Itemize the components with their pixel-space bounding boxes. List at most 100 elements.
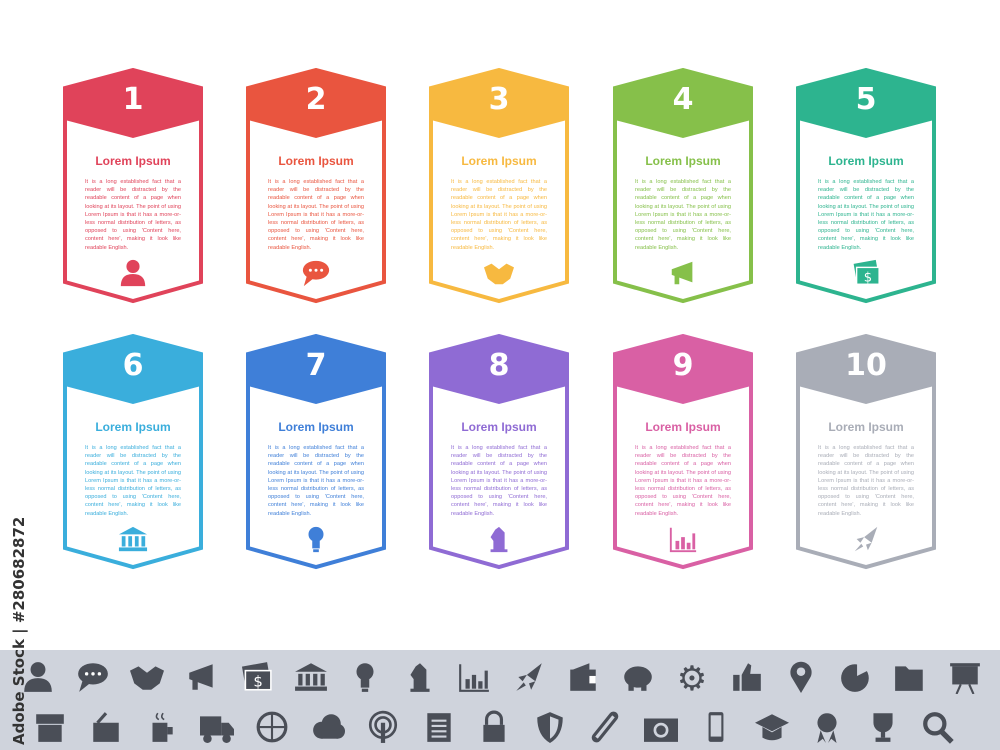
cloud-icon: [312, 714, 345, 739]
icon-bar-item: [918, 710, 958, 746]
step-title: Lorem Ipsum: [645, 420, 721, 434]
step-number: 7: [305, 348, 327, 383]
piggy-bank-icon: [623, 666, 652, 691]
gear-icon: ⚙: [677, 659, 707, 699]
pie-chart-icon: [840, 663, 870, 692]
bank-icon: [118, 526, 148, 552]
icon-bar-item: [141, 710, 181, 746]
folder-icon: [895, 666, 923, 691]
step-card-1: 1 Lorem Ipsum It is a long established f…: [63, 68, 203, 304]
trophy-icon: [872, 713, 893, 742]
broadcast-icon: [368, 710, 398, 743]
step-number: 6: [122, 348, 144, 383]
step-title: Lorem Ipsum: [828, 154, 904, 168]
icon-bar-item: [563, 660, 603, 696]
icon-bar-item: [197, 710, 237, 746]
icon-bar-item: [863, 710, 903, 746]
chat-bubble-icon: [77, 663, 108, 692]
step-number: 1: [122, 82, 144, 117]
step-number: 8: [488, 348, 510, 383]
step-title: Lorem Ipsum: [95, 154, 171, 168]
icon-bar-item: [86, 710, 126, 746]
step-description: It is a long established fact that a rea…: [268, 445, 364, 517]
bar-chart-icon: [459, 664, 489, 692]
step-card-8: 8 Lorem Ipsum It is a long established f…: [429, 334, 569, 570]
step-title: Lorem Ipsum: [278, 154, 354, 168]
rocket-icon: [515, 663, 542, 691]
money-icon: $: [241, 662, 272, 691]
shop-icon: [36, 714, 64, 742]
search-icon: [923, 712, 954, 744]
icon-bar-item: [454, 660, 494, 696]
step-card-2: 2 Lorem Ipsum It is a long established f…: [246, 68, 386, 304]
step-card-6: 6 Lorem Ipsum It is a long established f…: [63, 334, 203, 570]
megaphone-icon: [671, 261, 693, 285]
step-icon: [481, 524, 517, 554]
shield-icon: [536, 712, 563, 743]
wallet-icon: [570, 663, 596, 691]
icon-bar-item: [291, 660, 331, 696]
icon-bar-item: [73, 660, 113, 696]
icon-bar-item: [30, 710, 70, 746]
icon-bar-item: [252, 710, 292, 746]
svg-text:$: $: [864, 270, 872, 285]
chess-knight-icon: [490, 526, 508, 553]
step-icon: [481, 258, 517, 288]
icon-bar-item: [530, 710, 570, 746]
globe-icon: [256, 711, 288, 743]
icon-bar-item: ⚙: [672, 659, 712, 699]
step-description: It is a long established fact that a rea…: [85, 445, 181, 517]
step-title: Lorem Ipsum: [278, 420, 354, 434]
step-icon: [115, 258, 151, 288]
step-description: It is a long established fact that a rea…: [451, 445, 547, 517]
step-icon: [665, 524, 701, 554]
step-icon: [298, 258, 334, 288]
coffee-icon: [152, 712, 173, 742]
chess-knight-icon: [409, 663, 430, 692]
camera-icon: [643, 718, 678, 742]
icon-bar-item: [308, 710, 348, 746]
megaphone-icon: [188, 664, 213, 690]
icon-bar-item: [945, 660, 985, 696]
step-number: 10: [845, 348, 887, 383]
lightbulb-icon: [308, 526, 324, 553]
step-description: It is a long established fact that a rea…: [818, 445, 914, 517]
step-icon: [298, 524, 334, 554]
step-description: It is a long established fact that a rea…: [635, 445, 731, 517]
icon-bar-item: [127, 660, 167, 696]
bank-icon: [294, 663, 327, 691]
icon-bar: $ ⚙: [0, 650, 1000, 750]
icon-bar-item: [696, 710, 736, 746]
step-number: 3: [488, 82, 510, 117]
bar-chart-icon: [669, 527, 697, 553]
graduation-cap-icon: [754, 714, 789, 741]
money-icon: $: [853, 259, 880, 285]
icon-bar-item: [18, 660, 58, 696]
basket-icon: [92, 712, 119, 742]
step-number: 9: [672, 348, 694, 383]
icon-bar-item: [781, 660, 821, 696]
step-card-9: 9 Lorem Ipsum It is a long established f…: [613, 334, 753, 570]
step-card-3: 3 Lorem Ipsum It is a long established f…: [429, 68, 569, 304]
icon-bar-item: [618, 660, 658, 696]
person-icon: [120, 259, 146, 287]
step-card-7: 7 Lorem Ipsum It is a long established f…: [246, 334, 386, 570]
step-description: It is a long established fact that a rea…: [818, 179, 914, 251]
icon-bar-item: [727, 660, 767, 696]
chat-bubble-icon: [302, 260, 330, 287]
truck-icon: [199, 716, 234, 743]
step-description: It is a long established fact that a rea…: [85, 179, 181, 251]
icon-bar-item: [363, 710, 403, 746]
step-card-10: 10 Lorem Ipsum It is a long established …: [796, 334, 936, 570]
step-number: 4: [672, 82, 694, 117]
phone-icon: [708, 712, 724, 742]
watermark-credit: Adobe Stock | #280682872: [10, 516, 28, 745]
step-title: Lorem Ipsum: [461, 420, 537, 434]
icon-bar-item: [345, 660, 385, 696]
presentation-board-icon: [949, 663, 980, 695]
step-title: Lorem Ipsum: [95, 420, 171, 434]
icon-bar-item: [419, 710, 459, 746]
step-card-4: 4 Lorem Ipsum It is a long established f…: [613, 68, 753, 304]
icon-bar-item: [836, 660, 876, 696]
icon-bar-item: [890, 660, 930, 696]
